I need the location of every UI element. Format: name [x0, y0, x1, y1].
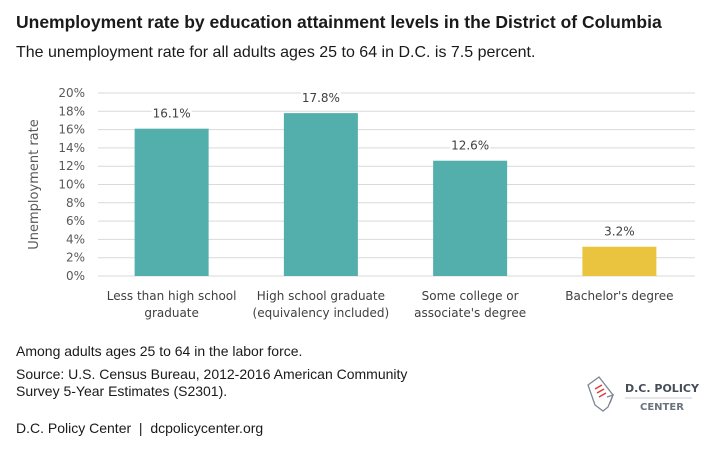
data-label-bg	[450, 136, 491, 153]
source-line-1: Source: U.S. Census Bureau, 2012-2016 Am…	[16, 366, 408, 382]
x-tick-label: High school graduate	[257, 289, 385, 303]
y-tick-label: 0%	[66, 269, 85, 283]
y-tick-label: 4%	[66, 232, 85, 246]
x-tick-label: (equivalency included)	[253, 306, 390, 320]
logo-text-line2: CENTER	[640, 402, 684, 413]
data-label: 3.2%	[604, 225, 635, 239]
x-tick-label: Bachelor's degree	[565, 289, 673, 303]
data-label: 17.8%	[302, 91, 340, 105]
dc-policy-center-logo: D.C. POLICY CENTER	[587, 376, 700, 413]
credit-line: D.C. Policy Center | dcpolicycenter.org	[16, 420, 264, 436]
source-line-2: Survey 5-Year Estimates (S2301).	[16, 383, 228, 399]
data-label-bg	[151, 104, 192, 121]
y-tick-label: 8%	[66, 196, 85, 210]
data-label-bg	[300, 89, 341, 106]
universe-note: Among adults ages 25 to 64 in the labor …	[16, 343, 303, 359]
data-label: 16.1%	[153, 107, 191, 121]
bar	[283, 113, 358, 276]
y-tick-label: 12%	[58, 159, 85, 173]
data-label-bg	[599, 222, 640, 239]
y-tick-label: 20%	[58, 86, 85, 100]
x-tick-label: associate's degree	[414, 306, 526, 320]
chart-title: Unemployment rate by education attainmen…	[16, 12, 662, 32]
x-tick-label: Some college or	[422, 289, 519, 303]
y-axis-label: Unemployment rate	[27, 119, 42, 249]
document-map-icon	[587, 376, 615, 412]
data-label: 12.6%	[451, 139, 489, 153]
bar	[134, 128, 209, 276]
y-tick-label: 10%	[58, 178, 85, 192]
bar	[582, 246, 657, 276]
bar	[433, 160, 508, 276]
chart-subtitle: The unemployment rate for all adults age…	[16, 44, 536, 61]
y-tick-label: 2%	[66, 251, 85, 265]
logo-text-line1: D.C. POLICY	[625, 382, 700, 395]
y-tick-label: 16%	[58, 123, 85, 137]
x-tick-label: Less than high school	[107, 289, 237, 303]
bar-chart: 0% 2% 4% 6% 8% 10% 12% 14% 16% 18% 20% Unemployment…	[27, 86, 695, 320]
y-tick-label: 6%	[66, 214, 85, 228]
x-tick-label: graduate	[144, 306, 199, 320]
y-tick-label: 14%	[58, 141, 85, 155]
y-tick-label: 18%	[58, 104, 85, 118]
